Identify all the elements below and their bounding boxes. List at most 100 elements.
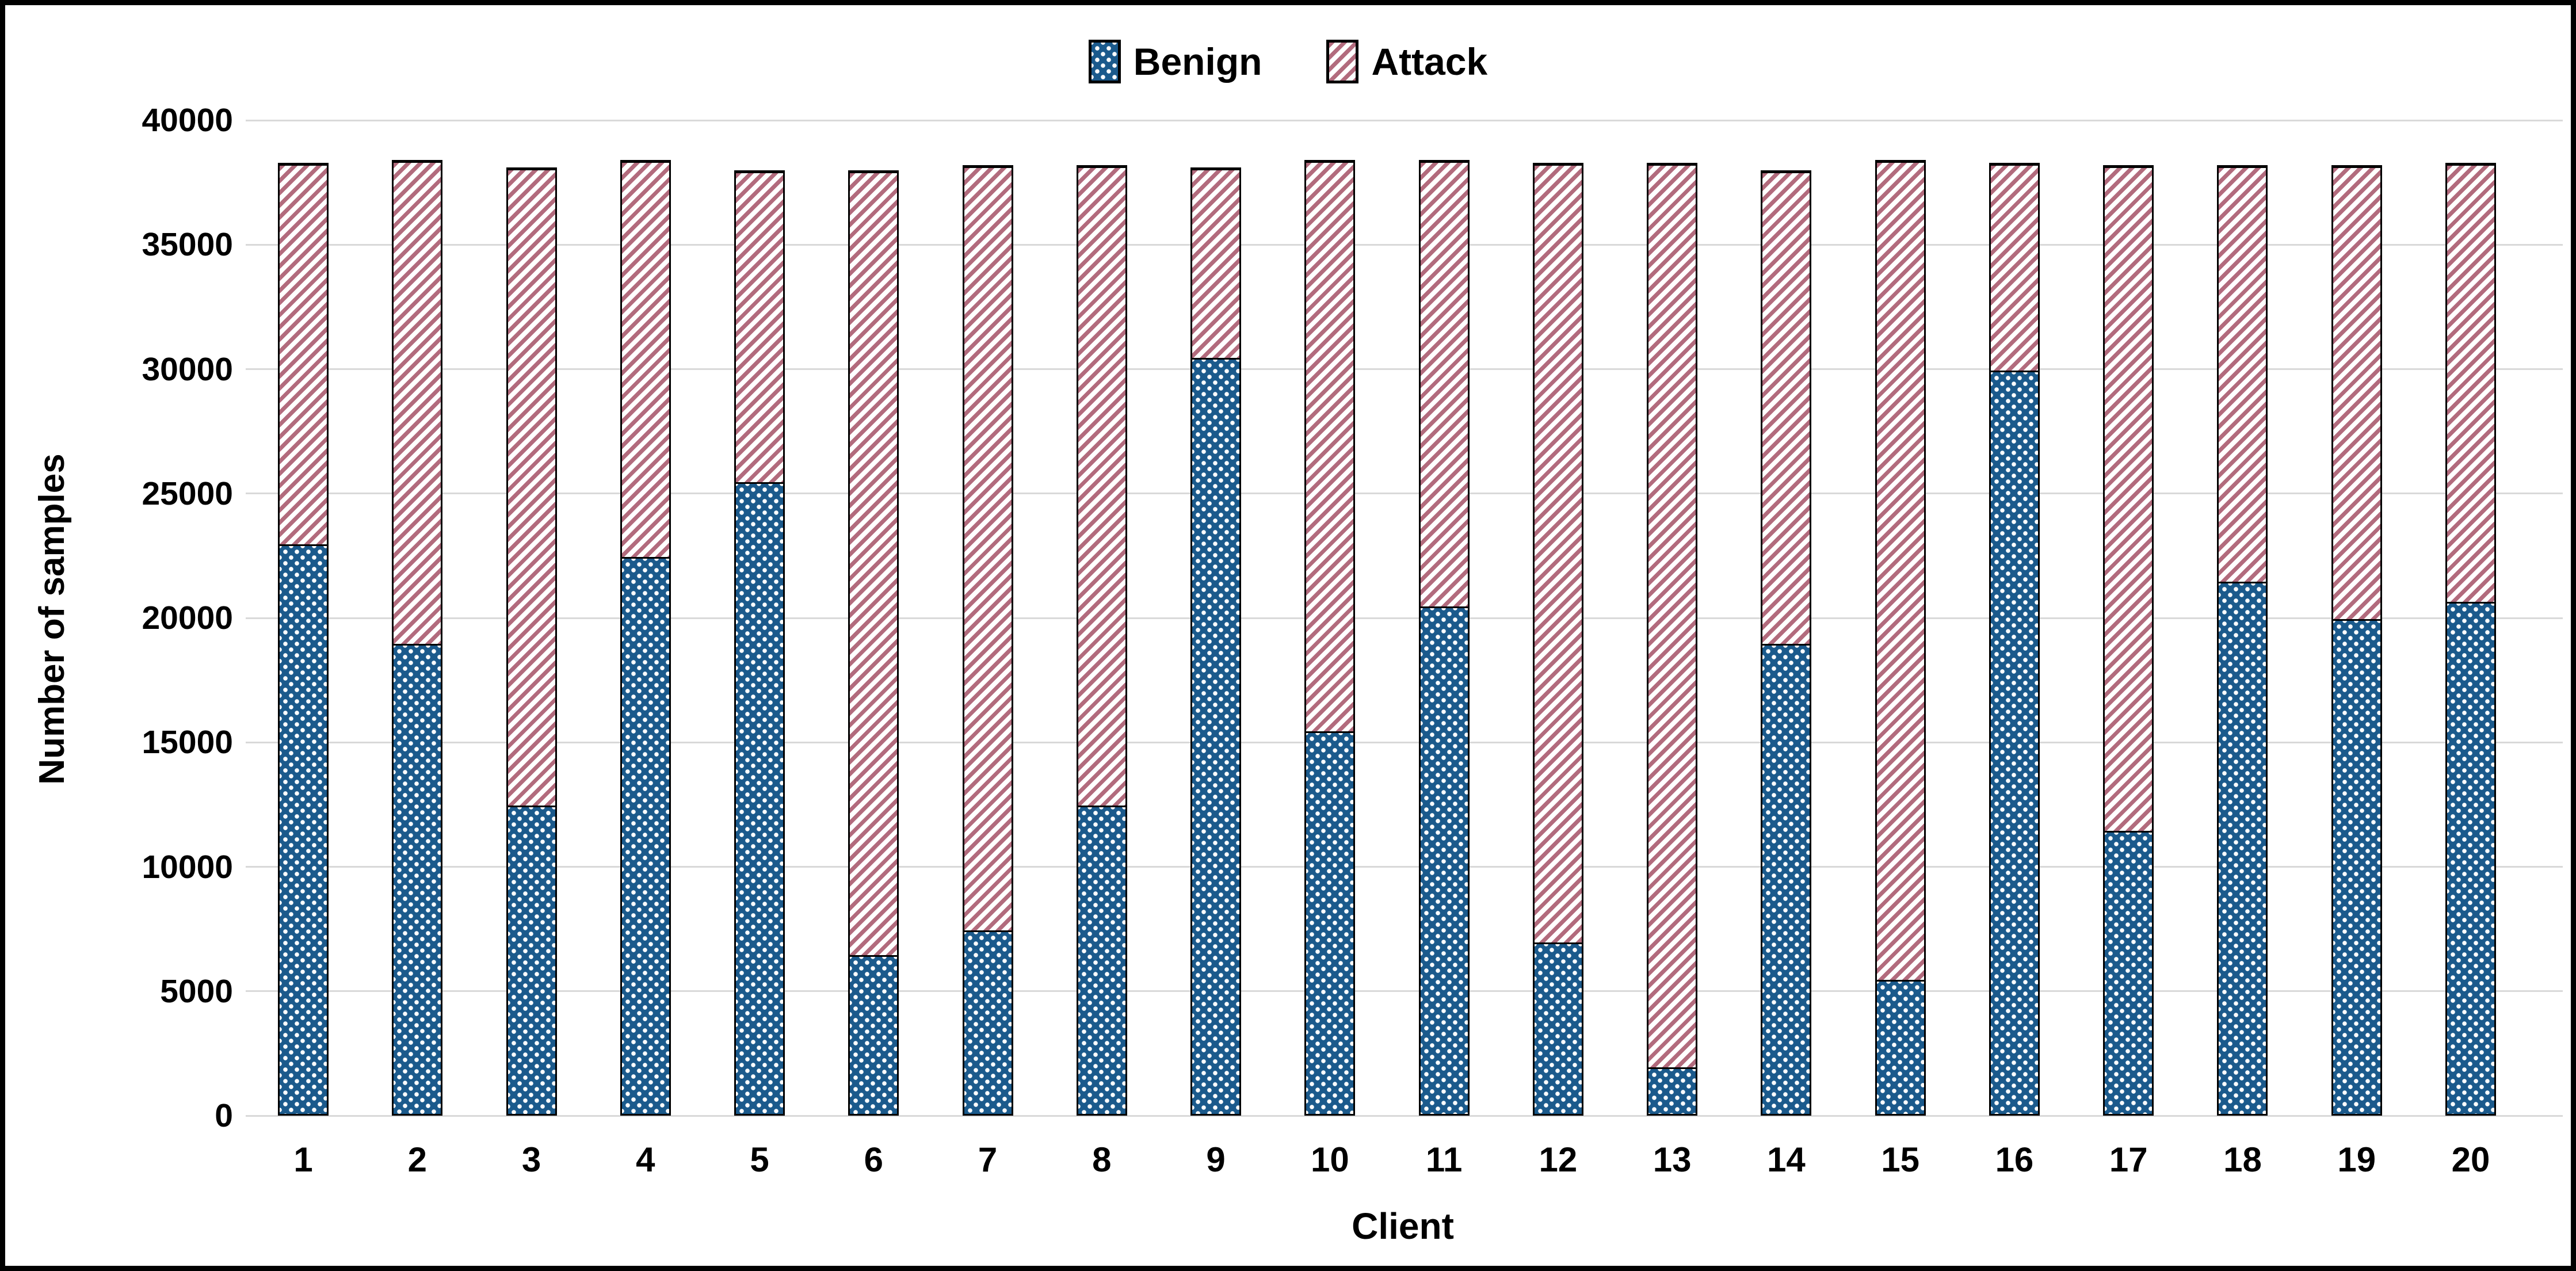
attack-segment: [1192, 170, 1240, 360]
y-tick-label: 25000: [142, 475, 233, 512]
x-tick-label: 8: [1092, 1140, 1112, 1179]
bar-client-10: [1304, 160, 1356, 1116]
y-tick-label: 30000: [142, 350, 233, 388]
bar-client-16: [1989, 162, 2040, 1116]
bar-client-17: [2103, 165, 2154, 1116]
bar-client-6: [848, 170, 899, 1116]
y-tick-label: 5000: [160, 972, 233, 1010]
bar-client-14: [1761, 170, 1812, 1116]
plot-area: [246, 119, 2563, 1117]
bar-client-13: [1647, 162, 1698, 1116]
benign-segment: [621, 558, 669, 1114]
bar-client-15: [1875, 160, 1926, 1116]
benign-segment: [850, 956, 898, 1114]
attack-segment: [621, 163, 669, 559]
benign-segment: [507, 807, 555, 1114]
attack-segment: [736, 173, 784, 484]
bar-client-2: [392, 160, 443, 1116]
attack-segment: [280, 165, 327, 547]
x-tick-label: 5: [750, 1140, 769, 1179]
bar-client-8: [1076, 165, 1127, 1116]
gridline: [246, 866, 2563, 868]
x-tick-label: 14: [1767, 1140, 1806, 1179]
x-tick-label: 19: [2337, 1140, 2376, 1179]
attack-pattern-swatch-icon: [1326, 40, 1359, 83]
x-tick-label: 2: [407, 1140, 427, 1179]
attack-segment: [1306, 163, 1354, 733]
benign-segment: [1534, 944, 1582, 1114]
benign-segment: [394, 646, 441, 1114]
x-axis-title: Client: [1352, 1205, 1454, 1247]
x-tick-label: 15: [1881, 1140, 1920, 1179]
attack-segment: [1648, 165, 1696, 1069]
benign-segment: [280, 546, 327, 1114]
benign-segment: [1306, 732, 1354, 1114]
attack-segment: [1078, 167, 1125, 808]
attack-segment: [2333, 167, 2380, 621]
x-tick-label: 9: [1206, 1140, 1226, 1179]
attack-segment: [1990, 165, 2038, 372]
x-tick-label: 7: [978, 1140, 998, 1179]
x-tick-label: 10: [1310, 1140, 1349, 1179]
legend-item-attack: Attack: [1326, 40, 1487, 83]
benign-segment: [1990, 372, 2038, 1114]
x-tick-label: 3: [521, 1140, 541, 1179]
attack-segment: [507, 170, 555, 808]
attack-segment: [2219, 167, 2266, 584]
x-tick-label: 6: [864, 1140, 883, 1179]
y-tick-label: 35000: [142, 226, 233, 264]
chart-legend: Benign Attack: [5, 33, 2571, 90]
benign-segment: [1192, 359, 1240, 1114]
bar-client-1: [278, 162, 329, 1116]
benign-segment: [2105, 832, 2153, 1114]
x-tick-label: 18: [2223, 1140, 2262, 1179]
legend-item-benign: Benign: [1088, 40, 1262, 83]
benign-segment: [1648, 1068, 1696, 1114]
bar-client-20: [2445, 162, 2496, 1116]
y-tick-label: 0: [215, 1097, 233, 1134]
gridline: [246, 243, 2563, 246]
attack-segment: [1420, 163, 1468, 609]
legend-label: Benign: [1133, 40, 1262, 83]
x-tick-label: 12: [1539, 1140, 1578, 1179]
gridline: [246, 741, 2563, 743]
attack-segment: [964, 167, 1012, 932]
x-tick-label: 17: [2109, 1140, 2148, 1179]
x-tick-label: 1: [293, 1140, 313, 1179]
benign-segment: [736, 484, 784, 1114]
bar-client-11: [1418, 160, 1470, 1116]
benign-pattern-swatch-icon: [1088, 40, 1121, 83]
benign-segment: [2333, 621, 2380, 1114]
bar-client-5: [734, 170, 785, 1116]
attack-segment: [1876, 163, 1924, 982]
benign-segment: [964, 932, 1012, 1114]
attack-segment: [850, 173, 898, 957]
bar-client-19: [2331, 165, 2382, 1116]
legend-label: Attack: [1371, 40, 1488, 83]
y-tick-label: 15000: [142, 724, 233, 761]
bar-client-18: [2217, 165, 2268, 1116]
bar-client-12: [1532, 162, 1583, 1116]
bar-client-4: [620, 160, 671, 1116]
gridline: [246, 119, 2563, 121]
gridline: [246, 617, 2563, 619]
x-tick-label: 4: [636, 1140, 655, 1179]
attack-segment: [2447, 165, 2494, 604]
attack-segment: [1762, 173, 1810, 646]
x-tick-label: 11: [1425, 1140, 1463, 1179]
bar-client-3: [506, 167, 557, 1116]
y-tick-label: 10000: [142, 848, 233, 885]
benign-segment: [2219, 583, 2266, 1114]
y-tick-label: 40000: [142, 102, 233, 139]
gridline: [246, 1114, 2563, 1117]
attack-segment: [394, 163, 441, 646]
benign-segment: [1762, 646, 1810, 1114]
gridline: [246, 368, 2563, 370]
gridline: [246, 493, 2563, 495]
attack-segment: [2105, 167, 2153, 833]
x-tick-label: 20: [2451, 1140, 2490, 1179]
bar-client-7: [962, 165, 1013, 1116]
benign-segment: [1420, 608, 1468, 1114]
y-tick-label: 20000: [142, 600, 233, 636]
x-tick-label: 13: [1653, 1140, 1692, 1179]
